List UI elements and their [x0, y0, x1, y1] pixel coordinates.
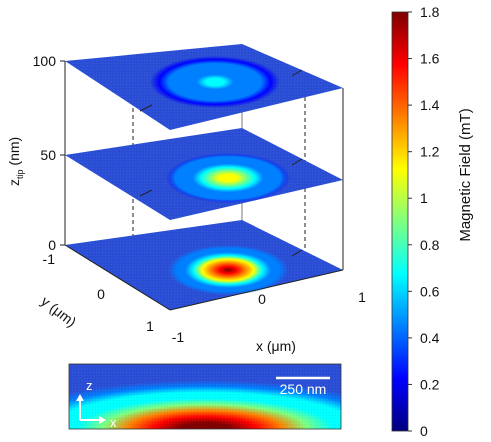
plane-z50-spot [166, 153, 290, 203]
plane-z100 [65, 44, 343, 130]
scale-bar-label: 250 nm [280, 381, 327, 397]
colorbar-tick-label: 1.6 [420, 51, 440, 67]
z-axis-label-unit: (nm) [6, 137, 22, 170]
z-axis: 100 50 0 ztip (nm) [6, 53, 65, 253]
inset-x-arrowhead [99, 416, 106, 424]
z-axis-label-base: z [6, 179, 22, 186]
z-axis-label: ztip (nm) [6, 137, 25, 186]
inset-z-arrowhead [76, 394, 84, 401]
plane-tick-c [139, 189, 153, 197]
x-tick-0: 0 [258, 291, 266, 307]
y-axis-line [64, 244, 171, 311]
colorbar-tick-label: 0.2 [420, 376, 440, 392]
x-axis-label: x (μm) [256, 338, 296, 354]
y-tick-0: 0 [97, 286, 105, 302]
colorbar-tick-label: 1 [420, 190, 428, 206]
z-tick-50: 50 [40, 147, 56, 163]
plane-z50 [65, 128, 343, 220]
colorbar-tick-label: 1.2 [420, 144, 440, 160]
colorbar-tick-label: 1.8 [420, 4, 440, 20]
plane-ticks [139, 69, 303, 257]
colorbar: 0 0.2 0.4 0.6 0.8 1 1.2 1.4 1.6 1.8 Magnetic Fiel… [391, 4, 474, 439]
plane-tick-b [291, 69, 303, 77]
colorbar-tick-label: 0.4 [420, 330, 440, 346]
y-tick-neg1: -1 [43, 251, 56, 267]
plane-z100-spot [150, 56, 280, 108]
colorbar-ticks: 0 0.2 0.4 0.6 0.8 1 1.2 1.4 1.6 1.8 [408, 4, 440, 439]
inset-x-label: x [110, 415, 117, 430]
colorbar-label: Magnetic Field (mT) [457, 108, 474, 241]
colorbar-bar [391, 11, 409, 432]
inset-panel: 250 nm z x [68, 363, 342, 430]
x-tick-1: 1 [358, 289, 366, 305]
colorbar-tick-label: 0 [420, 423, 428, 439]
plane-z0-spot [168, 245, 288, 295]
z-tick-0: 0 [48, 237, 56, 253]
plane-z0 [65, 220, 343, 310]
inset-frame [68, 363, 342, 430]
plane-tick-e [291, 249, 303, 257]
colorbar-tick-label: 0.6 [420, 283, 440, 299]
z-tick-100: 100 [33, 53, 57, 69]
z-axis-label-sub: tip [15, 169, 25, 179]
plane-tick-d [291, 158, 303, 166]
inset-z-label: z [86, 378, 93, 393]
plane-tick-a [139, 104, 153, 112]
x-axis-line [169, 269, 344, 311]
inset-axes-icon [76, 394, 106, 424]
y-axis-label: y (μm) [38, 293, 79, 330]
x-tick-neg1: -1 [172, 329, 185, 345]
colorbar-tick-label: 0.8 [420, 237, 440, 253]
x-axis: -1 0 1 x (μm) [169, 269, 366, 354]
colorbar-tick-label: 1.4 [420, 97, 440, 113]
y-tick-1: 1 [146, 318, 154, 334]
